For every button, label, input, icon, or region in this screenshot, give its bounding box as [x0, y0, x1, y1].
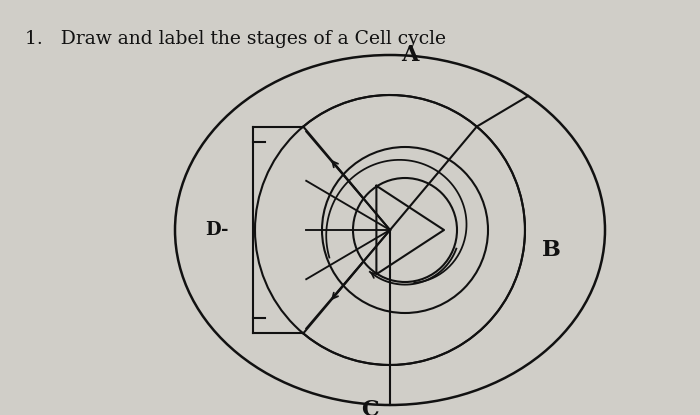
Text: C: C [361, 399, 379, 415]
Text: A: A [401, 44, 419, 66]
Text: B: B [542, 239, 561, 261]
Text: D-: D- [204, 221, 228, 239]
Text: 1.   Draw and label the stages of a Cell cycle: 1. Draw and label the stages of a Cell c… [25, 30, 446, 48]
